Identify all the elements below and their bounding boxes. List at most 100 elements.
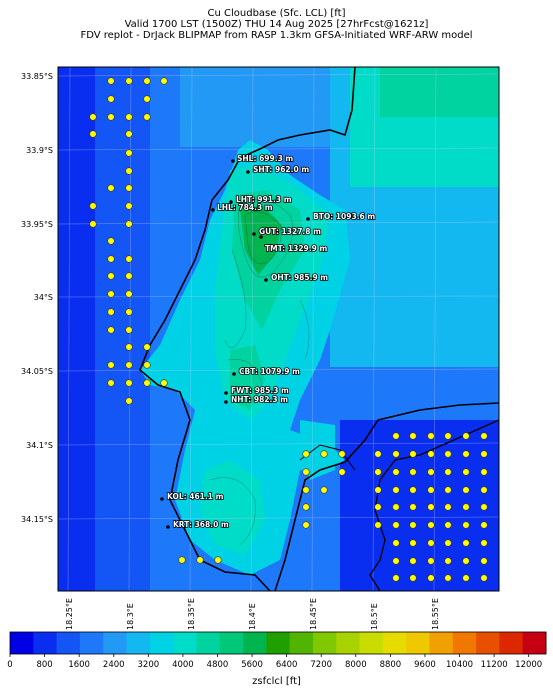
- station-label-nht: NHT: 982.3 m: [231, 395, 288, 404]
- grid-marker: [480, 432, 488, 440]
- grid-marker: [125, 184, 133, 192]
- grid-marker: [480, 574, 488, 582]
- coastline-west: [139, 67, 356, 591]
- grid-marker: [409, 486, 417, 494]
- lat-tick: 33.85°S: [21, 72, 53, 81]
- grid-marker: [107, 184, 115, 192]
- grid-marker: [143, 95, 151, 103]
- grid-marker: [89, 202, 97, 210]
- station-point: [264, 278, 268, 282]
- grid-marker: [125, 308, 133, 316]
- grid-marker: [302, 468, 310, 476]
- grid-marker: [125, 255, 133, 263]
- station-point: [211, 208, 215, 212]
- colorbar-label: zsfclcl [ft]: [252, 676, 301, 687]
- lon-tick: 18.55°E: [431, 598, 440, 630]
- colorbar-swatch: [522, 632, 547, 654]
- grid-marker: [480, 468, 488, 476]
- grid-marker: [302, 450, 310, 458]
- grid-marker: [338, 468, 346, 476]
- station-label-fwt: FWT: 985.3 m: [231, 386, 289, 395]
- colorbar-tick-label: 6400: [276, 660, 298, 670]
- table-mountain-peak: [240, 205, 282, 275]
- grid-marker: [143, 361, 151, 369]
- station-label-bto: BTO: 1093.6 m: [313, 212, 375, 221]
- grid-marker: [374, 521, 382, 529]
- terrain-contours: [209, 199, 310, 546]
- grid-marker: [302, 503, 310, 511]
- station-point: [231, 159, 235, 163]
- colorbar-swatch: [10, 632, 34, 654]
- grid-marker: [462, 450, 470, 458]
- grid-marker: [143, 77, 151, 85]
- station-point: [160, 497, 164, 501]
- colorbar-tick-label: 4000: [172, 660, 194, 670]
- colorbar: [9, 631, 547, 655]
- false-bay-sea: [340, 420, 499, 591]
- grid-marker: [107, 237, 115, 245]
- grid-marker: [374, 486, 382, 494]
- grid-marker: [302, 521, 310, 529]
- chart-subtitle-valid: Valid 1700 LST (1500Z) THU 14 Aug 2025 […: [124, 19, 429, 30]
- grid-marker: [480, 486, 488, 494]
- lon-tick: 18.45°E: [309, 598, 318, 630]
- grid-marker: [427, 539, 435, 547]
- colorbar-frame: [9, 631, 547, 655]
- colorbar-tick-label: 3200: [138, 660, 160, 670]
- grid-marker: [143, 113, 151, 121]
- colorbar-swatch: [219, 632, 244, 654]
- coastline-false-bay: [274, 402, 499, 591]
- grid-marker: [125, 343, 133, 351]
- grid-marker: [107, 290, 115, 298]
- colorbar-tick-label: 11200: [481, 660, 508, 670]
- colorbar-tick-label: 2400: [103, 660, 125, 670]
- grid-marker: [392, 450, 400, 458]
- grid-marker: [107, 77, 115, 85]
- grid-marker: [392, 486, 400, 494]
- grid-marker: [125, 220, 133, 228]
- grid-marker: [107, 361, 115, 369]
- station-label-krt: KRT: 368.0 m: [173, 520, 229, 529]
- colorbar-tick-label: 12000: [515, 660, 542, 670]
- grid-marker: [427, 468, 435, 476]
- grid-marker: [427, 574, 435, 582]
- grid-marker: [125, 379, 133, 387]
- colorbar-tick-label: 10400: [446, 660, 473, 670]
- colorbar-tick-label: 0: [7, 660, 12, 670]
- lat-axis: 33.85°S 33.9°S 33.95°S 34°S 34.05°S 34.1…: [21, 72, 53, 524]
- colorbar-tick-label: 4800: [207, 660, 229, 670]
- grid-marker: [480, 557, 488, 565]
- colorbar-swatch: [359, 632, 384, 654]
- grid-marker: [178, 556, 186, 564]
- grid-marker: [107, 113, 115, 121]
- grid-marker: [392, 557, 400, 565]
- grid-marker: [409, 574, 417, 582]
- lat-tick: 34.15°S: [21, 515, 53, 524]
- grid-marker: [392, 574, 400, 582]
- grid-marker: [462, 432, 470, 440]
- grid-marker: [392, 468, 400, 476]
- colorbar-tick-label: 8800: [380, 660, 402, 670]
- grid-marker: [89, 220, 97, 228]
- grid-marker: [462, 557, 470, 565]
- grid-marker: [125, 77, 133, 85]
- grid-marker: [480, 503, 488, 511]
- grid-marker: [462, 503, 470, 511]
- station-label-kol: KOL: 461.1 m: [167, 492, 224, 501]
- grid-marker: [107, 308, 115, 316]
- colorbar-ticks: 0 800 1600 2400 3200 4000 4800 5600 6400 7200 8000…: [7, 654, 542, 670]
- muizenberg-flats: [300, 420, 335, 480]
- grid-marker: [480, 450, 488, 458]
- colorbar-swatch: [126, 632, 151, 654]
- lon-tick: 18.25°E: [65, 598, 74, 630]
- station-point: [224, 391, 228, 395]
- grid-marker: [444, 539, 452, 547]
- grid-marker: [125, 149, 133, 157]
- grid-markers: [89, 77, 488, 582]
- grid-marker: [302, 486, 310, 494]
- colorbar-swatch: [336, 632, 361, 654]
- grid-marker: [125, 113, 133, 121]
- station-label-sht: SHT: 962.0 m: [253, 165, 309, 174]
- grid-marker: [427, 503, 435, 511]
- grid-marker: [409, 503, 417, 511]
